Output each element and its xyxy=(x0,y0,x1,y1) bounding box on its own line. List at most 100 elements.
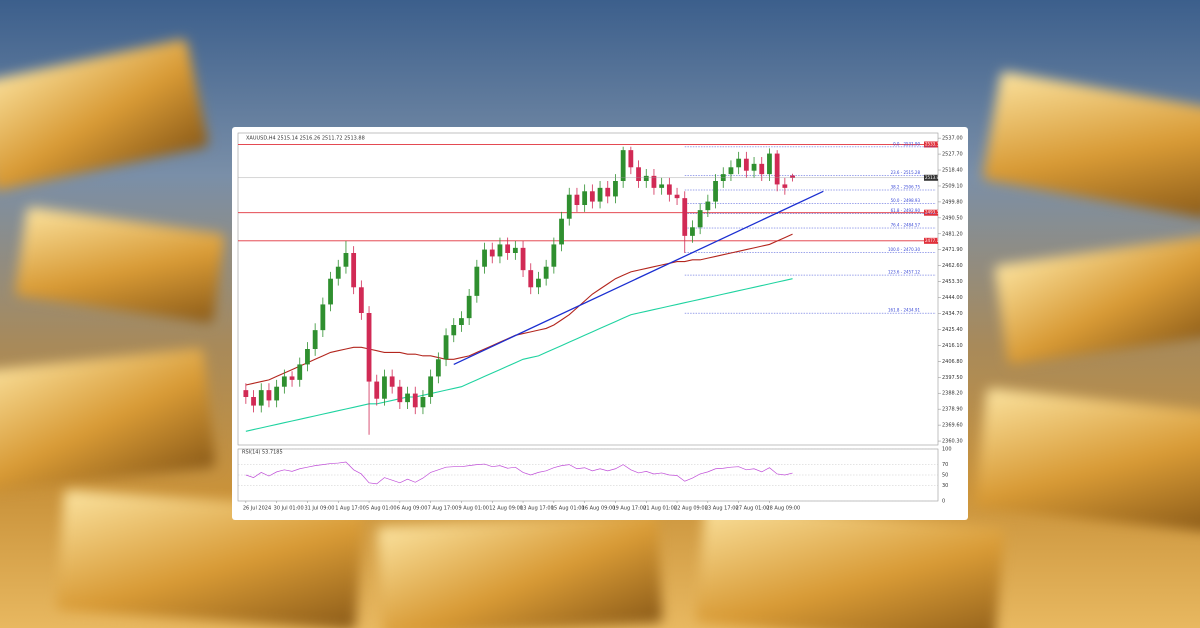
fib-label: 61.8 - 2492.90 xyxy=(891,208,921,213)
candle-body xyxy=(790,175,795,178)
candle-body xyxy=(343,253,349,267)
x-tick-label: 9 Aug 01:00 xyxy=(458,506,489,512)
x-tick-label: 27 Aug 01:00 xyxy=(736,506,770,512)
y-tick-label: 2453.30 xyxy=(942,279,963,285)
y-tick-label: 2518.40 xyxy=(942,168,963,174)
candle-body xyxy=(574,194,580,205)
y-tick-label: 2527.70 xyxy=(942,152,963,158)
level-label: 2477.10 xyxy=(925,238,942,243)
candle-body xyxy=(281,376,287,387)
y-tick-label: 2378.90 xyxy=(942,407,963,413)
candle-body xyxy=(320,304,326,331)
rsi-tick-label: 0 xyxy=(942,499,945,505)
y-tick-label: 2462.60 xyxy=(942,263,963,269)
rsi-tick-label: 100 xyxy=(942,447,952,453)
x-tick-label: 26 Jul 2024 xyxy=(243,506,271,512)
y-tick-label: 2499.80 xyxy=(942,199,963,205)
rsi-tick-label: 50 xyxy=(942,473,948,479)
candle-body xyxy=(382,376,387,399)
y-tick-label: 2490.50 xyxy=(942,215,963,221)
level-label: 2533.30 xyxy=(925,141,942,146)
chart-title: XAUUSD,H4 2515.14 2516.26 2511.72 2513.8… xyxy=(246,136,365,142)
y-tick-label: 2425.40 xyxy=(942,327,963,333)
candle-body xyxy=(451,325,457,336)
last-price-tag xyxy=(924,174,938,181)
candle-body xyxy=(774,153,780,185)
candle-body xyxy=(759,163,765,175)
candle-body xyxy=(243,390,249,397)
candle-body xyxy=(528,270,534,288)
candle-body xyxy=(374,381,380,399)
candle-body xyxy=(497,244,503,257)
candle-body xyxy=(489,249,495,257)
candle-body xyxy=(666,184,672,195)
candle-body xyxy=(605,187,611,197)
candle-body xyxy=(443,335,449,360)
fib-label: 100.0 - 2470.30 xyxy=(888,247,920,252)
candle-body xyxy=(551,244,557,267)
candle-body xyxy=(474,266,480,296)
candle-body xyxy=(274,386,280,401)
candle-body xyxy=(782,184,788,188)
candle-body xyxy=(767,153,772,175)
candle-body xyxy=(466,295,472,319)
candle-body xyxy=(589,191,595,202)
candle-body xyxy=(405,393,410,403)
candle-body xyxy=(420,397,426,408)
x-tick-label: 31 Jul 09:00 xyxy=(304,506,334,512)
candle-body xyxy=(720,174,726,181)
candle-body xyxy=(566,194,572,219)
x-tick-label: 30 Jul 01:00 xyxy=(274,506,304,512)
x-tick-label: 6 Aug 09:00 xyxy=(397,506,428,512)
candle-body xyxy=(428,376,434,397)
trendline xyxy=(453,190,824,366)
candle-body xyxy=(536,278,541,288)
rsi-tick-label: 70 xyxy=(942,462,948,468)
candle-body xyxy=(358,287,364,313)
candle-body xyxy=(459,318,464,325)
level-tag xyxy=(924,141,938,148)
candle-body xyxy=(697,210,703,228)
candle-body xyxy=(258,390,264,406)
y-tick-label: 2509.10 xyxy=(942,183,963,189)
y-tick-label: 2406.80 xyxy=(942,359,963,365)
fib-label: 76.4 - 2484.57 xyxy=(891,223,921,228)
x-tick-label: 22 Aug 09:00 xyxy=(674,506,708,512)
candle-body xyxy=(289,376,295,380)
y-tick-label: 2434.70 xyxy=(942,311,963,317)
candle-body xyxy=(620,150,626,181)
candle-body xyxy=(682,198,688,236)
candle-body xyxy=(266,390,272,401)
candle-body xyxy=(389,376,395,387)
candle-body xyxy=(559,218,564,245)
y-tick-label: 2444.00 xyxy=(942,295,963,301)
candle-body xyxy=(412,393,418,408)
fib-label: 23.6 - 2515.28 xyxy=(891,170,921,175)
y-tick-label: 2388.20 xyxy=(942,391,963,397)
rsi-line xyxy=(245,461,793,485)
candle-body xyxy=(482,249,487,267)
x-tick-label: 23 Aug 17:00 xyxy=(705,506,739,512)
fib-label: 38.2 - 2506.75 xyxy=(891,185,921,190)
y-tick-label: 2537.00 xyxy=(942,136,963,142)
candle-body xyxy=(705,201,711,211)
chart-card xyxy=(232,127,968,520)
y-tick-label: 2369.60 xyxy=(942,423,963,429)
candle-body xyxy=(690,227,695,236)
candle-body xyxy=(297,364,303,380)
y-tick-label: 2416.10 xyxy=(942,343,963,349)
candle-body xyxy=(713,181,718,202)
candle-body xyxy=(582,191,588,205)
rsi-tick-label: 30 xyxy=(942,483,948,489)
x-tick-label: 28 Aug 09:00 xyxy=(766,506,800,512)
level-tag xyxy=(924,237,938,244)
fib-label: 0.0 - 2531.90 xyxy=(893,141,920,146)
x-tick-label: 7 Aug 17:00 xyxy=(428,506,459,512)
x-tick-label: 16 Aug 09:00 xyxy=(582,506,616,512)
candle-body xyxy=(251,397,256,406)
candle-body xyxy=(397,386,403,403)
candle-body xyxy=(659,184,665,188)
rsi-label: RSI(14) 53.7185 xyxy=(242,450,283,456)
